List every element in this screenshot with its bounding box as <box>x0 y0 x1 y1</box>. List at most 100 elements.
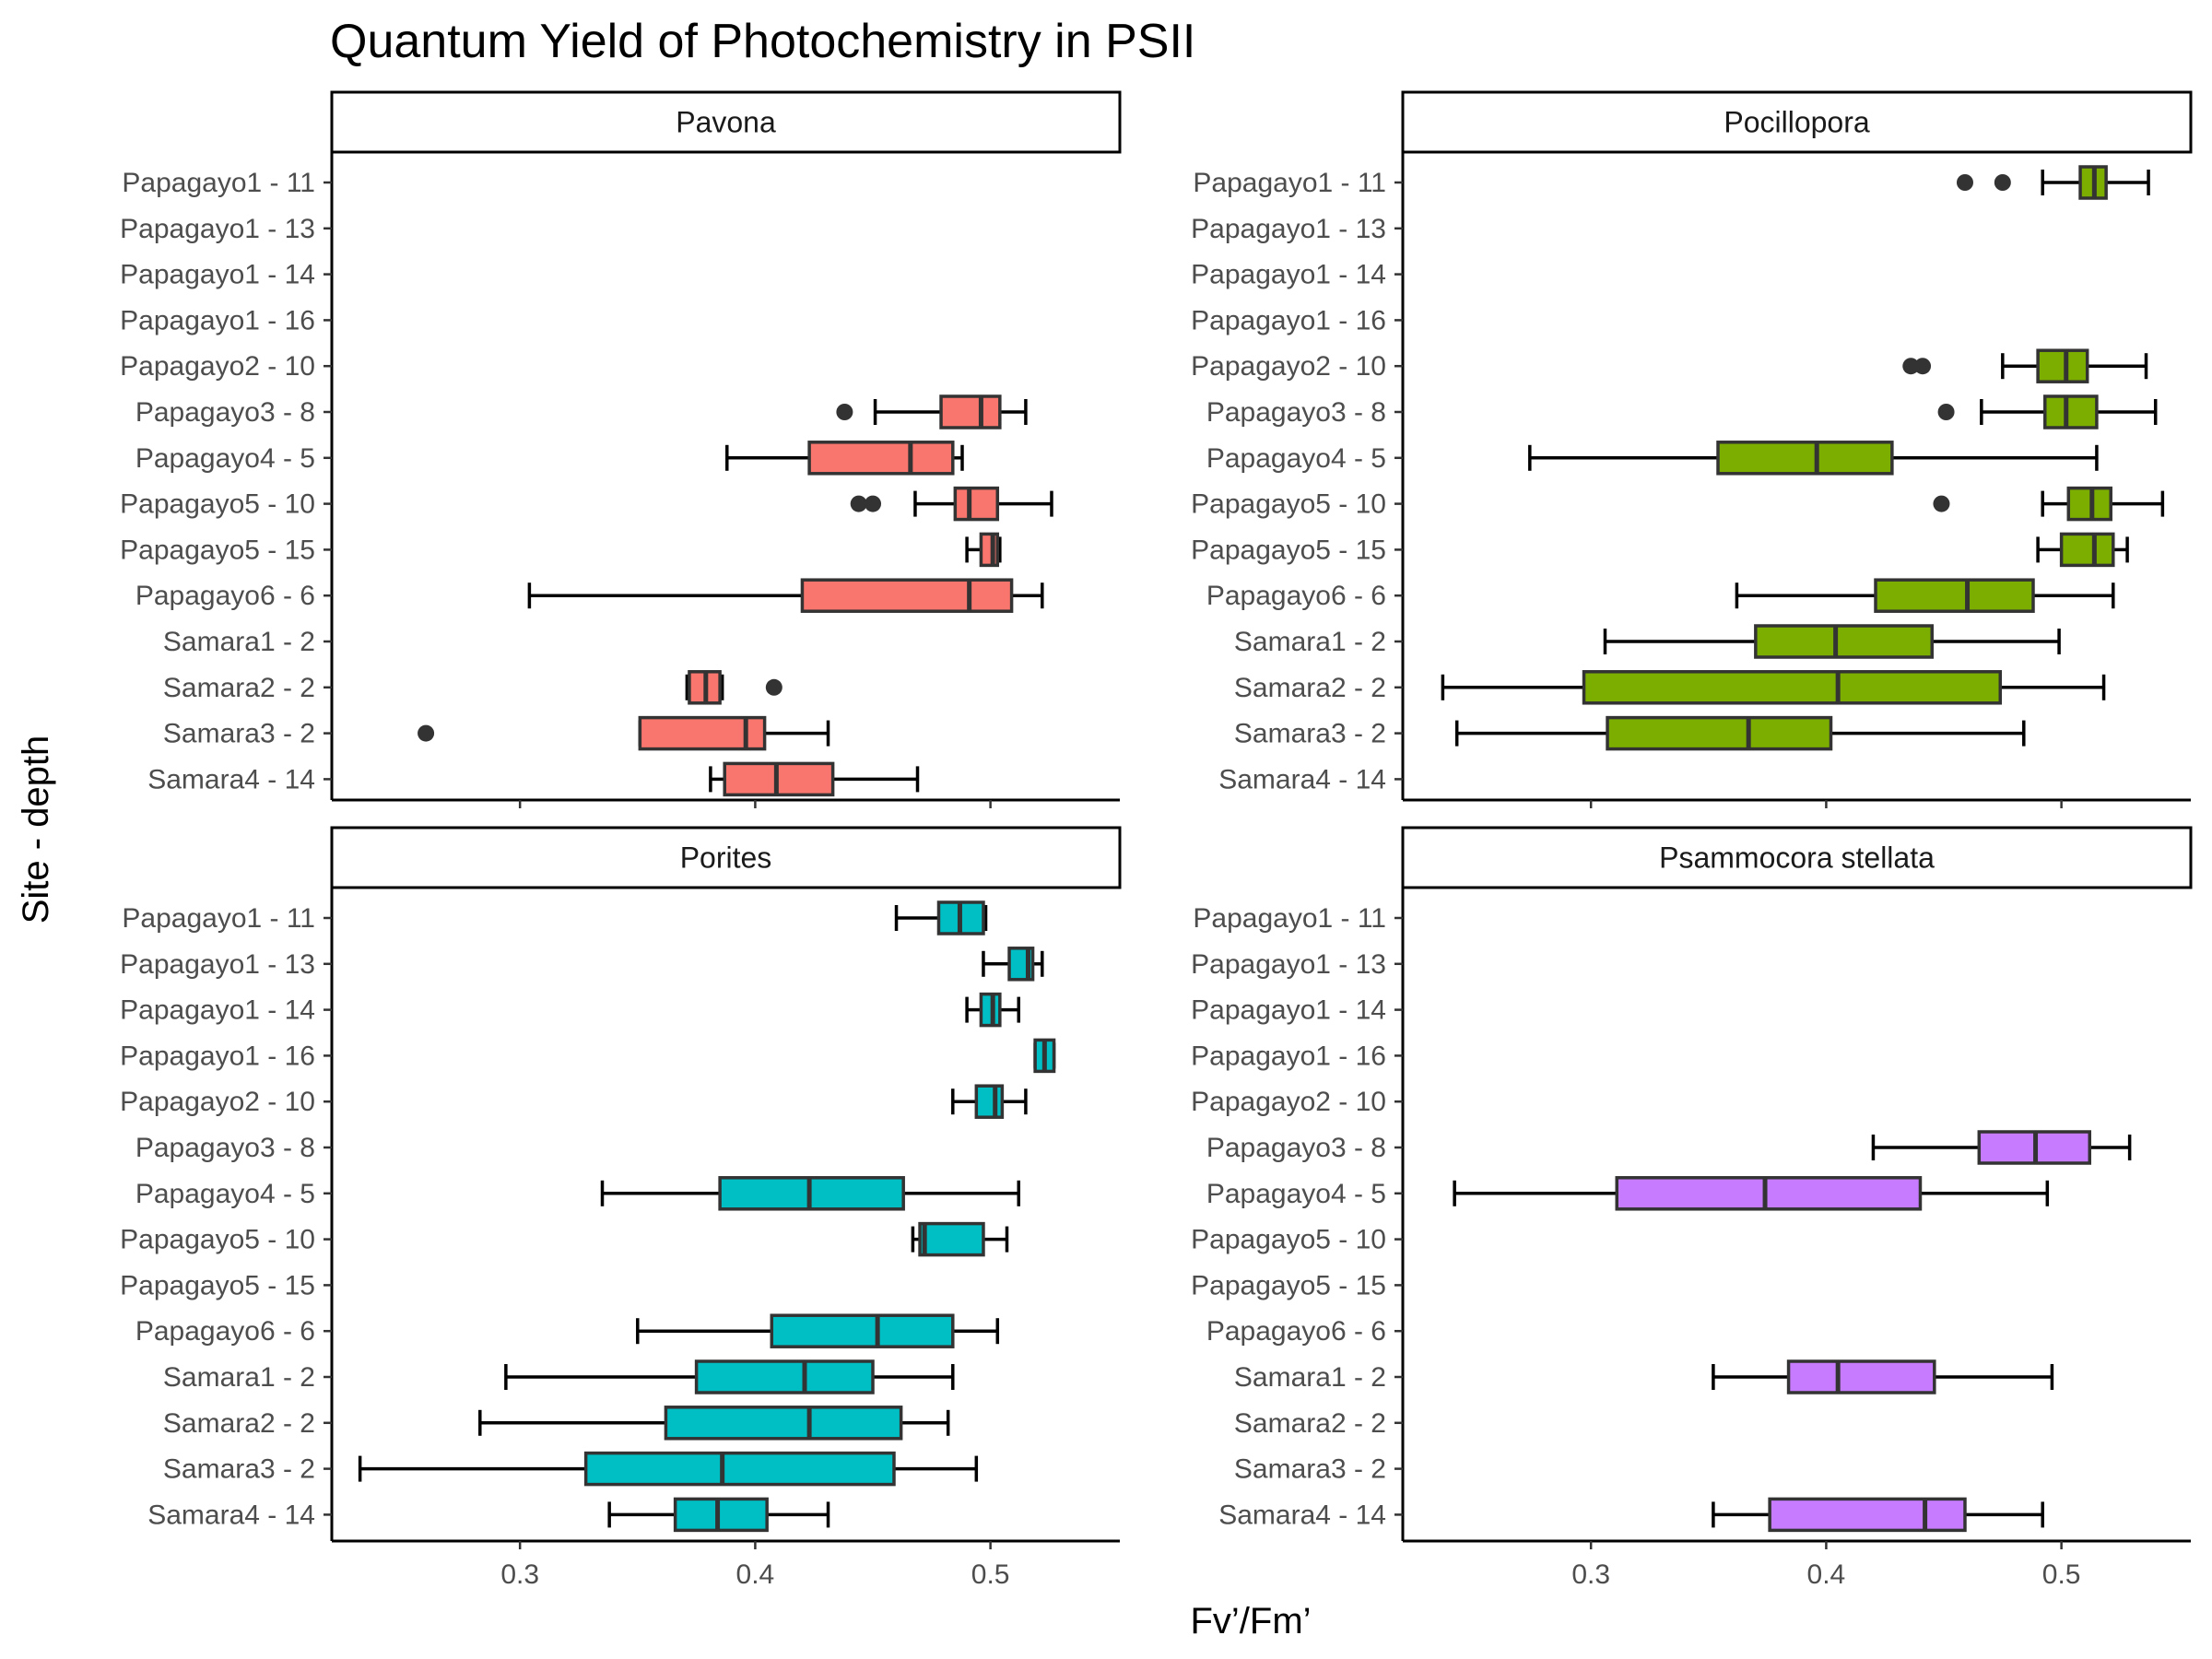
box-samara4-14 <box>607 1497 830 1533</box>
box-iqr <box>1874 578 2035 613</box>
y-tick-label: Papagayo4 - 5 <box>1206 443 1386 474</box>
box-papagayo2-10 <box>951 1084 1028 1119</box>
box-papagayo3-8 <box>836 394 1028 429</box>
outlier-point <box>850 495 867 512</box>
x-tick-label: 0.5 <box>971 1559 1010 1590</box>
facet-strip-label: Psammocora stellata <box>1659 841 1935 875</box>
y-tick-label: Papagayo1 - 13 <box>1191 949 1386 980</box>
y-tick-label: Samara4 - 14 <box>1218 764 1386 794</box>
box-papagayo6-6 <box>527 578 1044 613</box>
y-tick-label: Papagayo4 - 5 <box>135 443 315 474</box>
box-iqr <box>1615 1176 1923 1211</box>
y-tick-label: Papagayo1 - 16 <box>120 305 315 335</box>
box-iqr <box>1786 1359 1936 1394</box>
y-tick-label: Papagayo2 - 10 <box>120 351 315 382</box>
facet-strip-label: Pocillopora <box>1724 106 1870 139</box>
panel-porites: Porites Papagayo1 - 11 Papagayo1 - 13 Papag… <box>120 826 1122 1590</box>
box-samara1-2 <box>1603 624 2061 659</box>
y-tick-label: Papagayo2 - 10 <box>1191 1087 1386 1117</box>
y-tick-label: Papagayo1 - 13 <box>120 949 315 980</box>
y-tick-label: Papagayo5 - 10 <box>120 489 315 520</box>
box-papagayo4-5 <box>725 441 964 476</box>
y-tick-label: Papagayo5 - 15 <box>120 535 315 565</box>
y-tick-label: Papagayo5 - 10 <box>120 1225 315 1255</box>
box-iqr <box>1606 715 1833 751</box>
box-iqr <box>918 1221 985 1257</box>
facet-strip-label: Porites <box>680 841 772 875</box>
box-iqr <box>718 1176 905 1211</box>
box-iqr <box>1582 670 2003 705</box>
box-papagayo4-5 <box>1528 441 2099 476</box>
box-samara1-2 <box>1712 1359 2054 1394</box>
box-iqr <box>664 1406 903 1441</box>
box-papagayo5-10 <box>850 486 1053 522</box>
box-iqr <box>694 1359 875 1394</box>
y-tick-label: Papagayo1 - 11 <box>122 903 315 934</box>
facet-strip <box>1401 826 2193 889</box>
y-tick-label: Papagayo5 - 15 <box>1191 1270 1386 1300</box>
y-tick-label: Papagayo1 - 14 <box>120 995 315 1026</box>
x-tick-label: 0.4 <box>736 1559 775 1590</box>
y-tick-label: Papagayo1 - 16 <box>1191 1041 1386 1071</box>
y-tick-label: Papagayo1 - 14 <box>120 260 315 290</box>
y-tick-label: Samara3 - 2 <box>163 1454 315 1485</box>
y-tick-label: Papagayo5 - 15 <box>1191 535 1386 565</box>
y-tick-label: Papagayo2 - 10 <box>120 1087 315 1117</box>
y-tick-label: Samara3 - 2 <box>163 719 315 749</box>
box-iqr <box>807 441 955 476</box>
box-papagayo2-10 <box>1902 348 2148 383</box>
y-tick-label: Samara2 - 2 <box>163 1408 315 1439</box>
box-papagayo5-15 <box>2036 532 2129 568</box>
x-tick-label: 0.5 <box>2042 1559 2081 1590</box>
box-papagayo1-11 <box>894 900 988 935</box>
y-tick-label: Papagayo3 - 8 <box>1206 1133 1386 1163</box>
y-tick-label: Papagayo1 - 14 <box>1191 260 1386 290</box>
box-iqr <box>1768 1497 1967 1533</box>
outlier-point <box>836 404 853 420</box>
panel-psammocora-stellata: Psammocora stellata Papagayo1 - 11 Papagay… <box>1191 826 2193 1590</box>
facet-panels: Pavona Papagayo1 - 11 Papagayo1 - 13 Papaga… <box>120 90 2193 1590</box>
box-iqr <box>953 486 1000 522</box>
y-tick-label: Samara2 - 2 <box>1234 673 1386 703</box>
y-tick-label: Samara2 - 2 <box>163 673 315 703</box>
facet-strip <box>330 826 1122 889</box>
y-tick-label: Papagayo1 - 14 <box>1191 995 1386 1026</box>
box-samara2-2 <box>1441 670 2106 705</box>
box-iqr <box>1716 441 1894 476</box>
box-papagayo6-6 <box>1735 578 2115 613</box>
y-tick-label: Papagayo1 - 13 <box>1191 214 1386 244</box>
y-tick-label: Papagayo5 - 15 <box>120 1270 315 1300</box>
y-tick-label: Papagayo1 - 16 <box>120 1041 315 1071</box>
box-samara2-2 <box>685 670 782 705</box>
y-tick-label: Papagayo1 - 13 <box>120 214 315 244</box>
box-papagayo6-6 <box>636 1313 1000 1348</box>
outlier-point <box>1937 404 1955 420</box>
y-axis-title: Site - depth <box>16 735 56 924</box>
y-tick-label: Samara1 - 2 <box>163 1362 315 1393</box>
box-papagayo5-10 <box>1933 486 2165 522</box>
box-iqr <box>979 992 1002 1028</box>
chart-title: Quantum Yield of Photochemistry in PSII <box>330 15 1195 68</box>
box-iqr <box>673 1497 769 1533</box>
box-samara4-14 <box>709 761 920 797</box>
facet-strip-label: Pavona <box>676 106 776 139</box>
y-tick-label: Samara1 - 2 <box>1234 1362 1386 1393</box>
facet-strip <box>1401 90 2193 154</box>
box-iqr <box>583 1451 896 1487</box>
y-tick-label: Papagayo1 - 11 <box>1193 903 1386 934</box>
y-tick-label: Papagayo6 - 6 <box>1206 1316 1386 1347</box>
box-papagayo3-8 <box>1937 394 2158 429</box>
outlier-point <box>418 724 435 742</box>
outlier-point <box>1994 174 2011 191</box>
y-tick-label: Samara1 - 2 <box>1234 627 1386 657</box>
y-tick-label: Papagayo6 - 6 <box>135 1316 315 1347</box>
box-papagayo1-14 <box>965 992 1021 1028</box>
y-tick-label: Papagayo6 - 6 <box>1206 581 1386 611</box>
y-tick-label: Samara4 - 14 <box>147 1500 315 1530</box>
y-tick-label: Samara2 - 2 <box>1234 1408 1386 1439</box>
box-iqr <box>2059 532 2115 568</box>
y-tick-label: Papagayo5 - 10 <box>1191 1225 1386 1255</box>
box-iqr <box>1754 624 1935 659</box>
box-samara2-2 <box>478 1406 950 1441</box>
